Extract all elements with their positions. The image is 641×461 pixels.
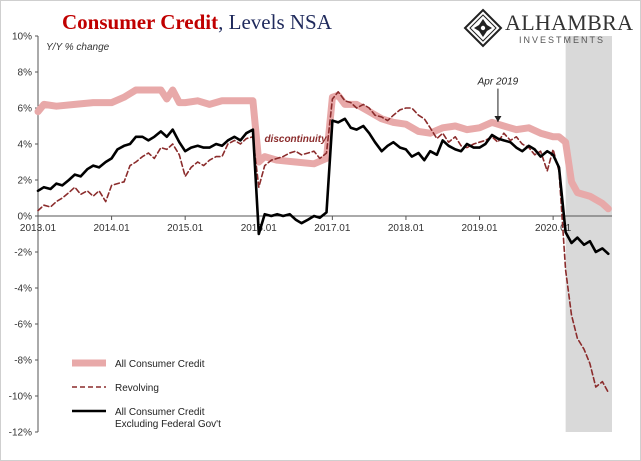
x-tick-label: 2018.01 xyxy=(388,223,425,234)
chart-title-sub: Levels NSA xyxy=(223,10,332,34)
plot-area: 10% 8% 6% 4% 2% 0% -2% -4% -6% -8% -10% -12% 2013.01… xyxy=(9,32,612,439)
x-tick-label: 2013.01 xyxy=(20,223,57,234)
y-tick-label: 10% xyxy=(12,32,32,43)
brand-logo: ALHAMBRA INVESTMENTS xyxy=(463,8,638,50)
annotation-apr-2019: Apr 2019 xyxy=(477,77,519,88)
series-line-1 xyxy=(37,91,610,394)
y-tick-label: 0% xyxy=(18,212,33,223)
series-line-0 xyxy=(34,86,612,213)
y-tick-label: -6% xyxy=(14,320,32,331)
annotation-discontinuity: discontinuity xyxy=(264,134,327,145)
y-tick-label: 2% xyxy=(18,176,33,187)
legend-label-2: All Consumer Credit Excluding Federal Gov… xyxy=(115,407,221,430)
logo-subtitle: INVESTMENTS xyxy=(519,35,606,45)
annotation-arrow-head xyxy=(494,116,502,122)
y-tick-label: 8% xyxy=(18,68,33,79)
y-tick-label: -4% xyxy=(14,284,32,295)
x-tick-label: 2019.01 xyxy=(461,223,498,234)
diamond-seal-icon xyxy=(463,8,503,48)
legend-label-0: All Consumer Credit xyxy=(115,359,205,370)
y-tick-label: -8% xyxy=(14,356,32,367)
shaded-region xyxy=(565,36,612,432)
y-tick-label: 6% xyxy=(18,104,33,115)
series-line-2 xyxy=(36,117,610,256)
legend-label-1: Revolving xyxy=(115,383,159,394)
y-axis-label: Y/Y % change xyxy=(46,42,110,53)
x-tick-label: 2020.01 xyxy=(535,223,572,234)
y-tick-label: 4% xyxy=(18,140,33,151)
logo-name: ALHAMBRA xyxy=(505,10,634,35)
chart-title: Consumer Credit, Levels NSA xyxy=(62,10,332,35)
x-tick-label: 2017.01 xyxy=(314,223,351,234)
y-tick-label: -10% xyxy=(9,392,32,403)
x-tick-label: 2014.01 xyxy=(94,223,131,234)
y-tick-label: -2% xyxy=(14,248,32,259)
chart-title-main: Consumer Credit xyxy=(62,10,219,34)
chart-title-separator: , xyxy=(218,10,224,34)
x-tick-label: 2015.01 xyxy=(167,223,204,234)
y-tick-label: -12% xyxy=(9,428,32,439)
